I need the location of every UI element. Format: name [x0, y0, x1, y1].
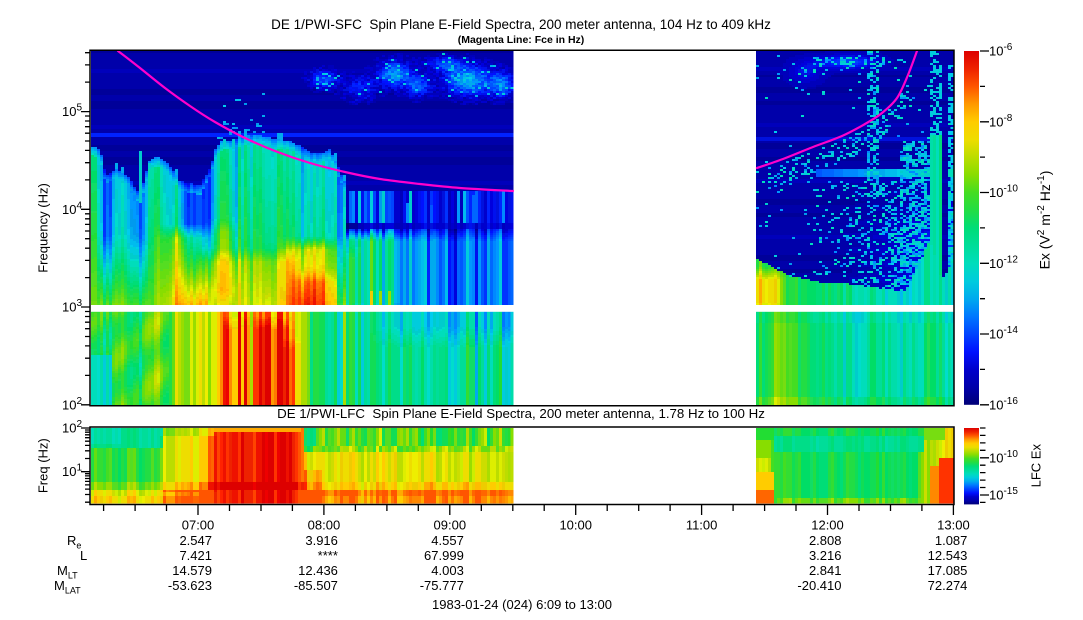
svg-text:08:00: 08:00	[308, 518, 341, 533]
svg-text:2.547: 2.547	[179, 533, 212, 548]
svg-text:2.808: 2.808	[809, 533, 842, 548]
svg-text:-75.777: -75.777	[420, 578, 464, 593]
svg-text:1.087: 1.087	[935, 533, 968, 548]
svg-text:11:00: 11:00	[686, 518, 718, 533]
svg-text:2.841: 2.841	[809, 563, 842, 578]
svg-text:17.085: 17.085	[928, 563, 968, 578]
svg-text:(Magenta Line: Fce in Hz): (Magenta Line: Fce in Hz)	[458, 34, 585, 46]
svg-text:4.557: 4.557	[431, 533, 464, 548]
svg-text:14.579: 14.579	[172, 563, 212, 578]
svg-text:12.543: 12.543	[928, 548, 968, 563]
svg-text:07:00: 07:00	[182, 518, 215, 533]
svg-text:4.003: 4.003	[431, 563, 464, 578]
svg-text:LFC Ex: LFC Ex	[1028, 444, 1043, 488]
svg-text:1983-01-24 (024) 6:09 to 13:00: 1983-01-24 (024) 6:09 to 13:00	[432, 597, 612, 612]
svg-text:7.421: 7.421	[179, 548, 212, 563]
svg-text:L: L	[80, 548, 87, 563]
svg-text:72.274: 72.274	[928, 578, 968, 593]
svg-text:3.916: 3.916	[305, 533, 338, 548]
svg-text:DE 1/PWI-SFC Spin Plane E-Fie: DE 1/PWI-SFC Spin Plane E-Field Spectra,…	[271, 17, 771, 32]
svg-text:09:00: 09:00	[434, 518, 467, 533]
svg-text:13:00: 13:00	[937, 518, 970, 533]
svg-text:12.436: 12.436	[298, 563, 338, 578]
svg-text:****: ****	[318, 548, 338, 563]
svg-text:-85.507: -85.507	[294, 578, 338, 593]
svg-text:Ex (V2 m-2 Hz-1): Ex (V2 m-2 Hz-1)	[1036, 171, 1053, 270]
svg-text:Frequency (Hz): Frequency (Hz)	[35, 183, 50, 273]
svg-text:10:00: 10:00	[559, 518, 592, 533]
svg-text:-53.623: -53.623	[168, 578, 212, 593]
svg-text:DE 1/PWI-LFC Spin Plane E-Fie: DE 1/PWI-LFC Spin Plane E-Field Spectra,…	[277, 406, 765, 421]
svg-text:-20.410: -20.410	[797, 578, 841, 593]
svg-text:Freq (Hz): Freq (Hz)	[35, 438, 50, 493]
svg-text:3.216: 3.216	[809, 548, 842, 563]
svg-text:12:00: 12:00	[811, 518, 844, 533]
svg-text:67.999: 67.999	[424, 548, 464, 563]
